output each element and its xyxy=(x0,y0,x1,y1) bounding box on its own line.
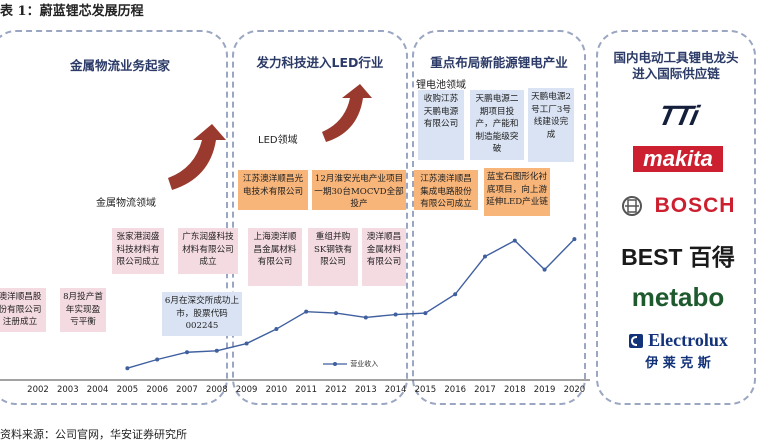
figure-title: 表 1：蔚蓝锂芯发展历程 xyxy=(0,4,144,19)
x-tick-label: 2008 xyxy=(206,385,228,395)
event-box: 上海澳洋顺昌金属材料有限公司 xyxy=(248,228,302,286)
x-tick-label: 2014 xyxy=(385,385,407,395)
phase-panel-led xyxy=(232,30,408,405)
revenue-point xyxy=(572,237,577,242)
event-box: 蓝宝石图形化衬底项目，向上游延伸LED产业链 xyxy=(484,168,550,216)
event-box: 澳洋顺昌股份有限公司注册成立 xyxy=(0,288,46,332)
event-box: 12月淮安光电产业项目一期30台MOCVD全部投产 xyxy=(312,170,406,210)
phase-title-battery: 重点布局新能源锂电产业 xyxy=(430,55,568,70)
event-box: 8月投产首年实现盈亏平衡 xyxy=(60,288,106,332)
electrolux-cn-text: 伊 莱 克 斯 xyxy=(645,356,711,371)
event-box: 天鹏电源2号工厂3号线建设完成 xyxy=(528,88,574,162)
x-tick-label: 2012 xyxy=(325,385,347,395)
x-tick-label: 2018 xyxy=(504,385,526,395)
phase-title-supply: 国内电动工具锂电龙头 进入国际供应链 xyxy=(613,50,739,81)
metabo-logo-text: metabo xyxy=(631,282,725,312)
revenue-point xyxy=(185,350,189,355)
x-tick-label: 2015 xyxy=(415,385,437,395)
phase-title-led: 发力科技进入LED行业 xyxy=(256,55,384,70)
best-logo-text: BEST 百得 xyxy=(621,244,735,270)
x-tick-label: 2010 xyxy=(266,385,288,395)
revenue-point xyxy=(453,292,458,297)
growth-arrow-1 xyxy=(168,124,226,190)
chart-legend: 营业收入 xyxy=(322,359,378,369)
revenue-point xyxy=(393,312,398,317)
revenue-point xyxy=(304,309,309,314)
x-tick-label: 2013 xyxy=(355,385,377,395)
electrolux-emblem-icon xyxy=(629,333,644,348)
x-tick-label: 2004 xyxy=(87,385,109,395)
logo-metabo: metabo xyxy=(608,282,748,313)
phase-title-metal: 金属物流业务起家 xyxy=(69,58,170,73)
x-tick-label: 2011 xyxy=(295,385,317,395)
revenue-point xyxy=(423,311,428,316)
growth-arrow-2 xyxy=(322,84,372,142)
logo-best: BEST 百得 xyxy=(608,238,748,272)
x-tick-label: 2020 xyxy=(564,385,586,395)
event-box: 江苏澳洋顺昌集成电路股份有限公司成立 xyxy=(414,170,478,210)
phase-panel-metal xyxy=(0,30,228,405)
event-box: 天鹏电源二期项目投产，产能和制造能级突破 xyxy=(470,90,524,160)
segment-label-led: LED领域 xyxy=(258,135,298,146)
logo-tti: TTi xyxy=(608,100,748,132)
segment-label-metal: 金属物流领域 xyxy=(96,198,156,209)
revenue-point xyxy=(363,315,368,320)
revenue-point xyxy=(274,327,279,332)
logo-bosch: BOSCH xyxy=(608,194,748,218)
logo-makita: makita xyxy=(608,146,748,172)
event-box: 6月在深交所成功上市，股票代码002245 xyxy=(162,292,242,336)
source-note: 资料来源：公司官网，华安证券研究所 xyxy=(0,428,187,441)
event-box: 广东润盛科技材料有限公司成立 xyxy=(178,228,238,274)
event-box: 澳洋顺昌金属材料有限公司 xyxy=(362,228,406,286)
legend-line-icon xyxy=(323,362,347,366)
x-tick-label: 2006 xyxy=(146,385,168,395)
event-box: 重组并购SK钢铁有限公司 xyxy=(308,228,358,286)
electrolux-logo-text: Electrolux xyxy=(648,330,728,350)
x-tick-label: 2017 xyxy=(474,385,496,395)
x-tick-label: 2003 xyxy=(57,385,79,395)
revenue-point xyxy=(244,341,249,346)
phase-panel-supply xyxy=(596,30,756,405)
revenue-point xyxy=(125,366,130,371)
revenue-point xyxy=(155,357,160,362)
event-box: 张家港润盛科技材料有限公司成立 xyxy=(112,228,164,274)
segment-label-battery: 锂电池领域 xyxy=(416,80,466,91)
x-tick-label: 2002 xyxy=(27,385,49,395)
revenue-point xyxy=(334,311,338,316)
tti-logo-text: TTi xyxy=(655,100,701,131)
revenue-point xyxy=(542,267,547,272)
revenue-point xyxy=(512,238,517,243)
x-tick-label: 2009 xyxy=(236,385,258,395)
x-tick-label: 2019 xyxy=(534,385,556,395)
legend-label: 营业收入 xyxy=(350,360,379,368)
bosch-emblem-icon xyxy=(621,196,642,216)
x-tick-label: 2007 xyxy=(176,385,198,395)
bosch-logo-text: BOSCH xyxy=(654,194,736,217)
x-tick-label: 2016 xyxy=(444,385,466,395)
revenue-series-line xyxy=(127,238,575,369)
logo-electrolux: Electrolux xyxy=(608,330,748,351)
makita-logo-text: makita xyxy=(633,146,723,172)
logo-electrolux-cn: 伊 莱 克 斯 xyxy=(608,352,748,371)
revenue-point xyxy=(483,254,487,259)
phase-panel-battery xyxy=(412,30,586,405)
event-box: 收购江苏天鹏电源有限公司 xyxy=(418,90,464,160)
x-tick-label: 2005 xyxy=(117,385,139,395)
event-box: 江苏澳洋顺昌光电技术有限公司 xyxy=(238,170,308,210)
revenue-point xyxy=(214,348,219,353)
